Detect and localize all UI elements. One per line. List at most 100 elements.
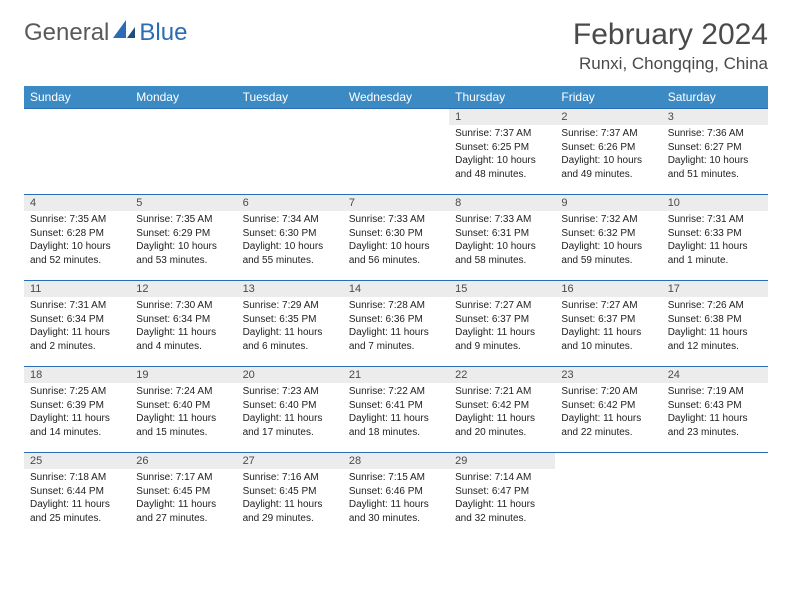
calendar-week-row: 1Sunrise: 7:37 AMSunset: 6:25 PMDaylight… (24, 109, 768, 195)
calendar-day-cell: 12Sunrise: 7:30 AMSunset: 6:34 PMDayligh… (130, 281, 236, 367)
calendar-day-cell: 1Sunrise: 7:37 AMSunset: 6:25 PMDaylight… (449, 109, 555, 195)
calendar-day-cell: 24Sunrise: 7:19 AMSunset: 6:43 PMDayligh… (662, 367, 768, 453)
day-details: Sunrise: 7:24 AMSunset: 6:40 PMDaylight:… (130, 383, 236, 441)
calendar-day-cell: 17Sunrise: 7:26 AMSunset: 6:38 PMDayligh… (662, 281, 768, 367)
day-details: Sunrise: 7:27 AMSunset: 6:37 PMDaylight:… (555, 297, 661, 355)
day-number: 27 (237, 453, 343, 469)
day-details: Sunrise: 7:32 AMSunset: 6:32 PMDaylight:… (555, 211, 661, 269)
day-number: 15 (449, 281, 555, 297)
day-details: Sunrise: 7:34 AMSunset: 6:30 PMDaylight:… (237, 211, 343, 269)
day-number: 3 (662, 109, 768, 125)
calendar-day-cell: 6Sunrise: 7:34 AMSunset: 6:30 PMDaylight… (237, 195, 343, 281)
day-details: Sunrise: 7:26 AMSunset: 6:38 PMDaylight:… (662, 297, 768, 355)
day-number: 24 (662, 367, 768, 383)
day-number: 7 (343, 195, 449, 211)
logo-text-blue: Blue (139, 19, 187, 47)
calendar-day-cell: 2Sunrise: 7:37 AMSunset: 6:26 PMDaylight… (555, 109, 661, 195)
calendar-day-cell: 14Sunrise: 7:28 AMSunset: 6:36 PMDayligh… (343, 281, 449, 367)
calendar-day-cell: 5Sunrise: 7:35 AMSunset: 6:29 PMDaylight… (130, 195, 236, 281)
day-details: Sunrise: 7:35 AMSunset: 6:29 PMDaylight:… (130, 211, 236, 269)
day-details: Sunrise: 7:28 AMSunset: 6:36 PMDaylight:… (343, 297, 449, 355)
day-number: 6 (237, 195, 343, 211)
calendar-week-row: 11Sunrise: 7:31 AMSunset: 6:34 PMDayligh… (24, 281, 768, 367)
calendar-day-cell: 9Sunrise: 7:32 AMSunset: 6:32 PMDaylight… (555, 195, 661, 281)
weekday-header-row: SundayMondayTuesdayWednesdayThursdayFrid… (24, 86, 768, 109)
calendar-table: SundayMondayTuesdayWednesdayThursdayFrid… (24, 86, 768, 539)
calendar-day-cell: 29Sunrise: 7:14 AMSunset: 6:47 PMDayligh… (449, 453, 555, 539)
day-details: Sunrise: 7:31 AMSunset: 6:34 PMDaylight:… (24, 297, 130, 355)
day-number: 26 (130, 453, 236, 469)
calendar-page: General Blue February 2024 Runxi, Chongq… (0, 0, 792, 557)
calendar-day-cell: 27Sunrise: 7:16 AMSunset: 6:45 PMDayligh… (237, 453, 343, 539)
calendar-empty-cell (130, 109, 236, 195)
calendar-week-row: 25Sunrise: 7:18 AMSunset: 6:44 PMDayligh… (24, 453, 768, 539)
day-details: Sunrise: 7:36 AMSunset: 6:27 PMDaylight:… (662, 125, 768, 183)
weekday-header: Saturday (662, 86, 768, 109)
day-number: 2 (555, 109, 661, 125)
calendar-day-cell: 11Sunrise: 7:31 AMSunset: 6:34 PMDayligh… (24, 281, 130, 367)
day-number: 10 (662, 195, 768, 211)
calendar-day-cell: 10Sunrise: 7:31 AMSunset: 6:33 PMDayligh… (662, 195, 768, 281)
sail-icon (111, 18, 137, 47)
calendar-day-cell: 19Sunrise: 7:24 AMSunset: 6:40 PMDayligh… (130, 367, 236, 453)
day-details: Sunrise: 7:35 AMSunset: 6:28 PMDaylight:… (24, 211, 130, 269)
day-details: Sunrise: 7:14 AMSunset: 6:47 PMDaylight:… (449, 469, 555, 527)
calendar-empty-cell (662, 453, 768, 539)
day-number: 23 (555, 367, 661, 383)
weekday-header: Wednesday (343, 86, 449, 109)
day-number: 22 (449, 367, 555, 383)
day-details: Sunrise: 7:20 AMSunset: 6:42 PMDaylight:… (555, 383, 661, 441)
day-details: Sunrise: 7:33 AMSunset: 6:30 PMDaylight:… (343, 211, 449, 269)
day-details: Sunrise: 7:22 AMSunset: 6:41 PMDaylight:… (343, 383, 449, 441)
calendar-day-cell: 15Sunrise: 7:27 AMSunset: 6:37 PMDayligh… (449, 281, 555, 367)
calendar-day-cell: 23Sunrise: 7:20 AMSunset: 6:42 PMDayligh… (555, 367, 661, 453)
calendar-day-cell: 13Sunrise: 7:29 AMSunset: 6:35 PMDayligh… (237, 281, 343, 367)
month-title: February 2024 (573, 18, 768, 52)
calendar-day-cell: 21Sunrise: 7:22 AMSunset: 6:41 PMDayligh… (343, 367, 449, 453)
calendar-body: 1Sunrise: 7:37 AMSunset: 6:25 PMDaylight… (24, 109, 768, 539)
calendar-day-cell: 18Sunrise: 7:25 AMSunset: 6:39 PMDayligh… (24, 367, 130, 453)
calendar-week-row: 18Sunrise: 7:25 AMSunset: 6:39 PMDayligh… (24, 367, 768, 453)
weekday-header: Monday (130, 86, 236, 109)
weekday-header: Sunday (24, 86, 130, 109)
day-number: 13 (237, 281, 343, 297)
day-details: Sunrise: 7:37 AMSunset: 6:25 PMDaylight:… (449, 125, 555, 183)
day-details: Sunrise: 7:21 AMSunset: 6:42 PMDaylight:… (449, 383, 555, 441)
day-number: 28 (343, 453, 449, 469)
day-number: 8 (449, 195, 555, 211)
weekday-header: Thursday (449, 86, 555, 109)
day-details: Sunrise: 7:23 AMSunset: 6:40 PMDaylight:… (237, 383, 343, 441)
header: General Blue February 2024 Runxi, Chongq… (24, 18, 768, 74)
day-details: Sunrise: 7:37 AMSunset: 6:26 PMDaylight:… (555, 125, 661, 183)
day-details: Sunrise: 7:25 AMSunset: 6:39 PMDaylight:… (24, 383, 130, 441)
day-number: 12 (130, 281, 236, 297)
day-details: Sunrise: 7:27 AMSunset: 6:37 PMDaylight:… (449, 297, 555, 355)
calendar-day-cell: 7Sunrise: 7:33 AMSunset: 6:30 PMDaylight… (343, 195, 449, 281)
calendar-day-cell: 3Sunrise: 7:36 AMSunset: 6:27 PMDaylight… (662, 109, 768, 195)
location: Runxi, Chongqing, China (573, 54, 768, 74)
day-number: 4 (24, 195, 130, 211)
calendar-day-cell: 25Sunrise: 7:18 AMSunset: 6:44 PMDayligh… (24, 453, 130, 539)
calendar-empty-cell (555, 453, 661, 539)
calendar-day-cell: 22Sunrise: 7:21 AMSunset: 6:42 PMDayligh… (449, 367, 555, 453)
day-details: Sunrise: 7:16 AMSunset: 6:45 PMDaylight:… (237, 469, 343, 527)
weekday-header: Friday (555, 86, 661, 109)
day-number: 5 (130, 195, 236, 211)
day-number: 20 (237, 367, 343, 383)
day-number: 11 (24, 281, 130, 297)
calendar-empty-cell (343, 109, 449, 195)
title-block: February 2024 Runxi, Chongqing, China (573, 18, 768, 74)
calendar-day-cell: 28Sunrise: 7:15 AMSunset: 6:46 PMDayligh… (343, 453, 449, 539)
day-number: 1 (449, 109, 555, 125)
day-details: Sunrise: 7:15 AMSunset: 6:46 PMDaylight:… (343, 469, 449, 527)
calendar-empty-cell (24, 109, 130, 195)
day-details: Sunrise: 7:31 AMSunset: 6:33 PMDaylight:… (662, 211, 768, 269)
day-number: 29 (449, 453, 555, 469)
day-number: 17 (662, 281, 768, 297)
logo-text-general: General (24, 19, 109, 47)
day-details: Sunrise: 7:19 AMSunset: 6:43 PMDaylight:… (662, 383, 768, 441)
calendar-empty-cell (237, 109, 343, 195)
calendar-day-cell: 4Sunrise: 7:35 AMSunset: 6:28 PMDaylight… (24, 195, 130, 281)
day-number: 9 (555, 195, 661, 211)
day-details: Sunrise: 7:18 AMSunset: 6:44 PMDaylight:… (24, 469, 130, 527)
